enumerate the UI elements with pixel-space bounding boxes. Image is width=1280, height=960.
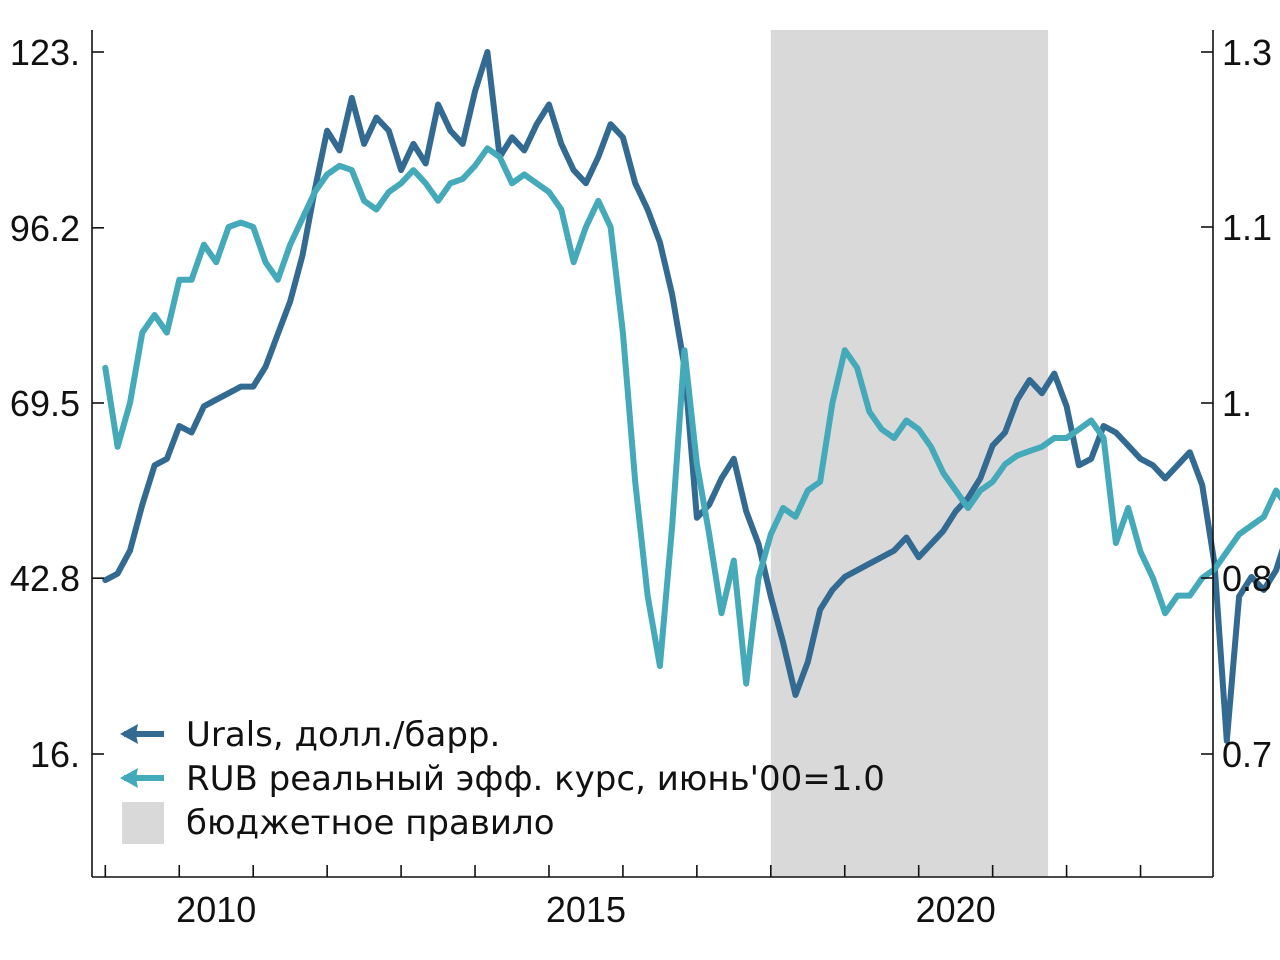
legend: Urals, долл./барр. RUB реальный эфф. кур…	[120, 715, 885, 844]
legend-item-budget-rule: бюджетное правило	[122, 802, 555, 844]
x-tick-label: 2020	[916, 889, 996, 930]
right-tick-label: 0.7	[1222, 734, 1272, 775]
left-tick-label: 16.	[30, 734, 80, 775]
rub-series-line	[102, 145, 1280, 687]
left-tick-label: 123.	[10, 32, 80, 73]
right-axis-ticks: 0.7 0.8 1. 1.1 1.3	[1201, 32, 1272, 775]
legend-budget-rule-label: бюджетное правило	[186, 803, 555, 843]
x-axis-ticks: 2010 2015 2020	[104, 865, 1142, 930]
right-tick-label: 1.	[1222, 383, 1252, 424]
left-axis-ticks: 16. 42.8 69.5 96.2 123.	[10, 32, 104, 775]
x-tick-label: 2015	[546, 889, 626, 930]
legend-urals-label: Urals, долл./барр.	[186, 715, 500, 755]
legend-rub-label: RUB реальный эфф. курс, июнь'00=1.0	[186, 759, 885, 799]
left-tick-label: 42.8	[10, 558, 80, 599]
right-tick-label: 1.3	[1222, 32, 1272, 73]
right-tick-label: 0.8	[1222, 558, 1272, 599]
legend-budget-rule-swatch	[122, 802, 164, 844]
legend-urals-arrow-icon	[120, 724, 138, 744]
left-tick-label: 69.5	[10, 383, 80, 424]
right-tick-label: 1.1	[1222, 207, 1272, 248]
legend-item-rub: RUB реальный эфф. курс, июнь'00=1.0	[120, 759, 885, 799]
urals-series-line	[102, 49, 1280, 744]
legend-rub-arrow-icon	[120, 768, 138, 788]
legend-item-urals: Urals, долл./барр.	[120, 715, 500, 755]
shaded-region	[770, 30, 1049, 877]
x-tick-label: 2010	[176, 889, 256, 930]
series-layer	[102, 49, 1280, 744]
left-tick-label: 96.2	[10, 208, 80, 249]
